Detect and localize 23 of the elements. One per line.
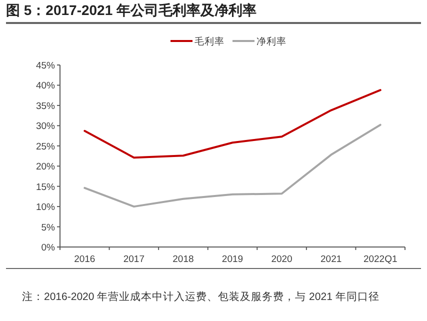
y-tick-label: 30% [36,121,56,132]
text: 注：2016-2020 年营业成本中计入运费、包装及服务费，与 2021 年同口径 [22,290,380,305]
x-tick-label: 2019 [222,254,244,265]
x-tick-label: 2017 [123,254,144,265]
y-tick-label: 0% [41,242,56,254]
line-series [84,124,382,208]
legend-label: 毛利率 [194,36,224,48]
y-tick-label: 15% [36,182,56,193]
y-tick-label: 25% [36,141,56,152]
x-tick-label: 2020 [271,254,292,265]
x-tick-label: 2021 [320,254,342,265]
x-tick-label: 2018 [172,254,194,265]
y-tick-label: 20% [36,162,56,173]
y-tick-label: 45% [36,60,56,72]
x-tick-label: 2016 [74,254,96,265]
x-tick-label: 2022Q1 [363,254,398,265]
line-series [84,89,382,159]
y-tick-label: 35% [36,100,56,112]
legend-label: 净利率 [256,36,286,48]
y-tick-label: 5% [41,222,56,234]
y-tick-label: 40% [36,80,56,92]
y-tick-label: 10% [36,202,56,214]
chart-title: 图 5：2017-2021 年公司毛利率及净利率 [6,2,421,24]
